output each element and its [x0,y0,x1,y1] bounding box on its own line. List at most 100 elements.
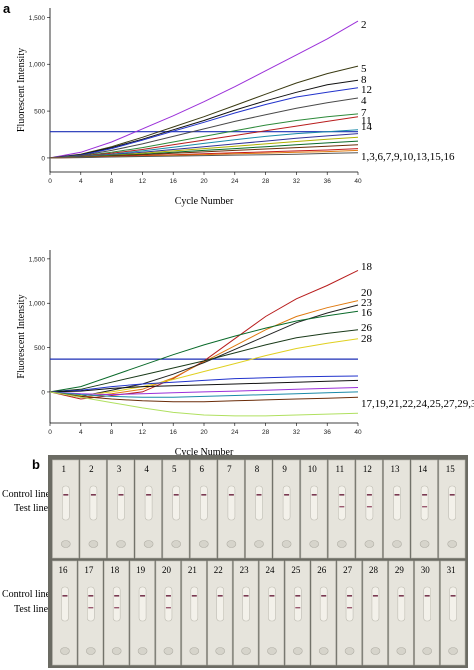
x-tick-label: 12 [139,178,147,185]
row2-control-label: Control line [2,589,51,600]
series-line-unlabeled-8 [49,387,359,396]
row2-sample-well [86,647,96,655]
row2-sample-well [267,647,277,655]
y-tick-label: 0 [41,389,45,396]
series-end-label: 2 [361,19,367,31]
y-tick-label: 500 [34,345,45,352]
row2-result-window [138,586,147,622]
row1-sample-well [254,540,264,548]
series-line-4 [49,97,359,159]
row2-result-window [449,586,457,622]
row2-control-line [450,595,456,597]
series-line-12 [49,87,359,159]
x-tick-label: 24 [231,429,239,436]
x-tick-label: 20 [200,178,208,185]
row1-strip-number: 6 [200,464,205,474]
row1-sample-well [116,540,126,548]
row2-test-line [88,607,94,609]
row1-sample-well [226,540,237,548]
series-line-2 [49,20,359,159]
row1-strip-number: 3 [117,464,122,474]
row2-control-line [321,595,327,597]
row1-control-line [146,494,152,496]
row1-test-line [422,506,428,508]
row1-control-line [339,494,345,496]
row1-result-window [337,485,346,521]
series-end-label: 16 [361,307,373,319]
series-line-18 [49,269,359,400]
row2-strip-number: 26 [317,565,327,575]
series-line-7 [49,113,359,159]
series-end-label: 12 [361,84,372,96]
x-tick-label: 0 [48,429,52,436]
row1-test-line [339,506,345,508]
row2-sample-well [241,647,251,655]
row1-sample-well [392,540,402,548]
series-end-label: 20 [361,287,373,299]
row2-result-window [423,586,431,622]
row2-result-window [371,586,380,622]
series-end-label: 23 [361,297,373,309]
row2-sample-well [111,647,122,655]
row1-sample-well [336,540,347,548]
row1-control-line [311,494,317,496]
series-end-label: 7 [361,107,367,119]
row1-result-window [200,485,208,521]
panel-b-letter: b [32,457,40,472]
row1-result-window [62,485,70,521]
row1-result-window [89,485,98,521]
row2-result-window [397,586,406,622]
row1-sample-well [60,540,71,548]
y-tick-label: 1,000 [29,301,46,308]
row2-strip-number: 25 [291,565,301,575]
row2-strip-number: 24 [265,565,275,575]
row1-strip-number: 15 [446,464,456,474]
row1-result-window [227,485,236,521]
row1-result-window [117,485,125,521]
row1-strip-number: 4 [144,464,149,474]
row2-result-window [242,586,250,622]
row2-strip-number: 20 [162,565,172,575]
series-line-unlabeled-7 [49,379,359,393]
row2-sample-well [215,647,225,655]
x-tick-label: 8 [110,178,114,185]
row2-strip-number: 17 [84,565,94,575]
row2-strip-number: 27 [343,565,353,575]
y-tick-label: 0 [41,155,45,162]
x-axis-title: Cycle Number [175,196,234,207]
row2-sample-well [318,647,329,655]
row1-strip-number: 8 [255,464,260,474]
row2-strip-number: 19 [136,565,146,575]
row1-strip-number: 7 [227,464,232,474]
row1-control-line [228,494,234,496]
x-tick-label: 4 [79,429,83,436]
x-tick-label: 0 [48,178,52,185]
row1-result-window [172,485,180,521]
row1-result-window [365,485,374,521]
x-tick-label: 32 [293,178,301,185]
panel-a-letter: a [3,1,11,16]
series-line-8 [49,79,359,159]
row1-control-line [284,494,290,496]
row1-result-window [448,485,457,521]
chart-a-bottom: 0 4 8 12 16 20 24 28 32 36 40 0 500 1,000 1,500 Cycle N… [16,250,474,458]
row1-strip-number: 1 [62,464,67,474]
y-tick-label: 1,000 [29,62,46,69]
series-line-26 [49,329,359,393]
y-tick-label: 1,500 [29,15,46,22]
x-tick-label: 20 [200,429,208,436]
series-line-unlabeled-10 [49,391,359,403]
row2-control-line [269,595,275,597]
row2-control-line [191,595,197,597]
row2-test-line [114,607,120,609]
x-tick-label: 24 [231,178,239,185]
series-end-label: 28 [361,333,373,345]
row2-result-window [294,586,302,622]
row2-result-window [112,586,121,622]
row2-sample-well [344,647,355,655]
series-line-unlabeled-9 [49,391,359,398]
row2-result-window [319,586,328,622]
row1-result-window [255,485,263,521]
row2-test-line [347,607,353,609]
